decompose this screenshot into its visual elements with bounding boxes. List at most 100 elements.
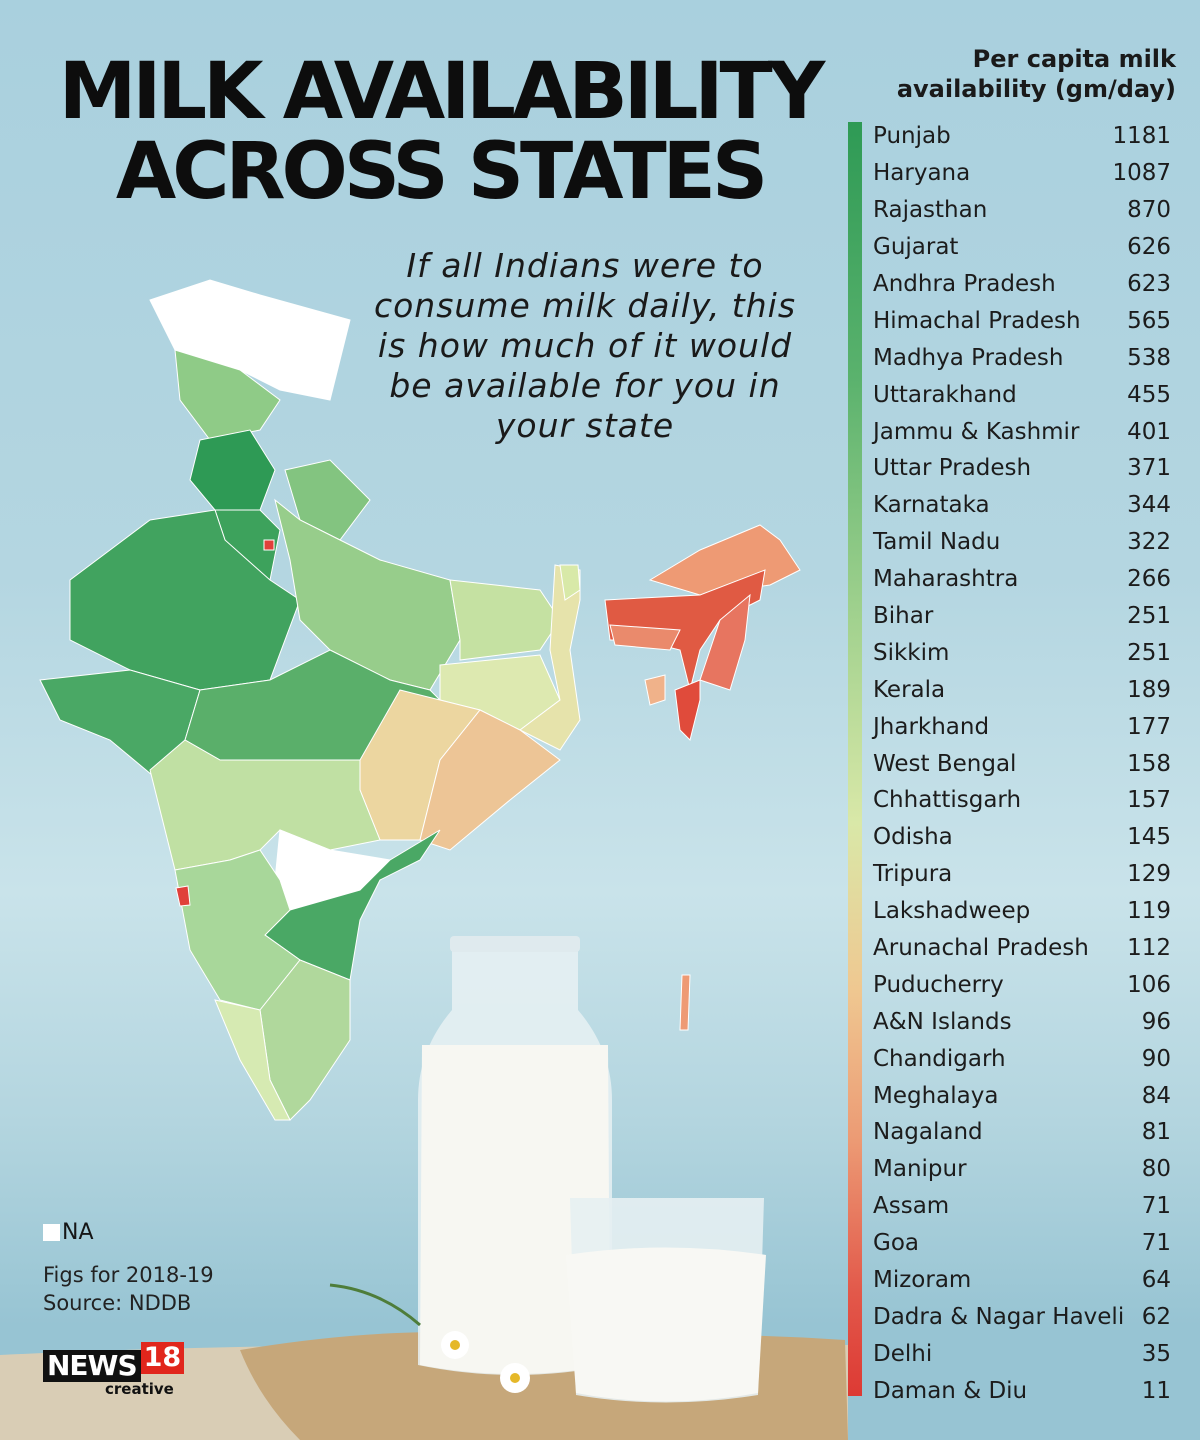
state-value: 538 [1127,344,1171,371]
state-row: Lakshadweep 119 [873,893,1171,930]
map-region-nagaland-manipur [699,593,751,691]
state-name: Assam [873,1193,950,1220]
state-value: 344 [1127,492,1171,519]
state-value: 158 [1127,750,1171,777]
state-value: 157 [1127,787,1171,814]
map-region-kerala [214,999,291,1121]
state-value: 64 [1141,1267,1171,1294]
state-row: Uttarakhand 455 [873,376,1171,413]
state-value: 626 [1127,234,1171,261]
news18-logo: NEWS 18 creative [43,1342,185,1398]
state-value: 62 [1141,1303,1171,1330]
map-region-goa [175,885,191,907]
state-row: Haryana 1087 [873,155,1171,192]
state-value: 177 [1127,713,1171,740]
state-name: Gujarat [873,234,959,261]
map-region-himachal-pradesh [174,349,281,441]
state-value: 870 [1127,197,1171,224]
map-region-mizoram [674,679,701,741]
state-value: 189 [1127,676,1171,703]
state-row: Assam 71 [873,1188,1171,1225]
india-choropleth-map [0,349,848,1440]
state-value: 251 [1127,603,1171,630]
state-name: Kerala [873,676,946,703]
state-row: Nagaland 81 [873,1114,1171,1151]
map-region-maharashtra [149,739,381,871]
source-note: Source: NDDB [43,1291,192,1315]
state-row: Madhya Pradesh 538 [873,339,1171,376]
map-region-punjab [189,429,276,511]
state-name: Manipur [873,1156,967,1183]
state-value: 371 [1127,455,1171,482]
state-name: Uttar Pradesh [873,455,1032,482]
state-name: Odisha [873,824,953,851]
state-row: Punjab 1181 [873,118,1171,155]
state-row: Rajasthan 870 [873,192,1171,229]
state-row: Jammu & Kashmir 401 [873,413,1171,450]
state-name: Haryana [873,160,971,187]
state-name: Himachal Pradesh [873,307,1081,334]
flower-decoration [329,1283,530,1393]
state-row: Meghalaya 84 [873,1077,1171,1114]
state-value: 119 [1127,898,1171,925]
state-name: Arunachal Pradesh [873,935,1089,962]
na-label: NA [62,1220,94,1245]
na-legend: NA [43,1220,94,1245]
state-name: Puducherry [873,971,1004,998]
state-value: 35 [1141,1340,1171,1367]
state-value: 129 [1127,861,1171,888]
logo-news: NEWS [43,1350,141,1382]
state-name: A&N Islands [873,1008,1012,1035]
state-name: Jammu & Kashmir [873,418,1080,445]
state-row: Delhi 35 [873,1335,1171,1372]
state-row: West Bengal 158 [873,745,1171,782]
state-row: Karnataka 344 [873,487,1171,524]
state-value: 96 [1141,1008,1171,1035]
state-row: Sikkim 251 [873,634,1171,671]
state-value: 81 [1141,1119,1171,1146]
state-value: 112 [1127,935,1171,962]
title-line-2: ACROSS STATES [115,127,768,217]
state-row: Dadra & Nagar Haveli 62 [873,1299,1171,1336]
state-value: 106 [1127,971,1171,998]
state-name: Chandigarh [873,1045,1006,1072]
milk-glass-illustration [566,1198,766,1403]
state-row: Uttar Pradesh 371 [873,450,1171,487]
map-region-delhi [263,539,275,551]
subtitle: If all Indians were to consume milk dail… [373,246,797,445]
state-value: 455 [1127,381,1171,408]
state-row: Bihar 251 [873,598,1171,635]
state-row: Chandigarh 90 [873,1040,1171,1077]
state-row: Manipur 80 [873,1151,1171,1188]
state-name: Tripura [873,861,953,888]
map-region-arunachal-pradesh [648,524,801,596]
state-name: Madhya Pradesh [873,344,1064,371]
milk-bottle-illustration [418,936,612,1375]
state-row: Daman & Diu 11 [873,1372,1171,1409]
state-row: Odisha 145 [873,819,1171,856]
state-name: Bihar [873,603,934,630]
map-region-uttarakhand [284,459,371,541]
state-name: Sikkim [873,639,950,666]
state-value: 80 [1141,1156,1171,1183]
page-title: MILK AVAILABILITY ACROSS STATES [40,52,840,212]
state-name: Chhattisgarh [873,787,1022,814]
state-name: Uttarakhand [873,381,1017,408]
map-region-uttar-pradesh [274,498,461,691]
state-row: Kerala 189 [873,671,1171,708]
state-name: Lakshadweep [873,898,1031,925]
state-name: Daman & Diu [873,1377,1028,1404]
state-name: Maharashtra [873,566,1019,593]
state-name: Punjab [873,123,951,150]
state-row: Puducherry 106 [873,966,1171,1003]
state-name: Jharkhand [873,713,990,740]
state-name: Tamil Nadu [873,529,1001,556]
state-name: West Bengal [873,750,1017,777]
state-name: Dadra & Nagar Haveli [873,1303,1125,1330]
column-header: Per capita milk availability (gm/day) [896,45,1176,103]
state-value: 565 [1127,307,1171,334]
state-value: 84 [1141,1082,1171,1109]
state-row: Andhra Pradesh 623 [873,266,1171,303]
state-value: 1087 [1112,160,1171,187]
state-value: 623 [1127,271,1171,297]
